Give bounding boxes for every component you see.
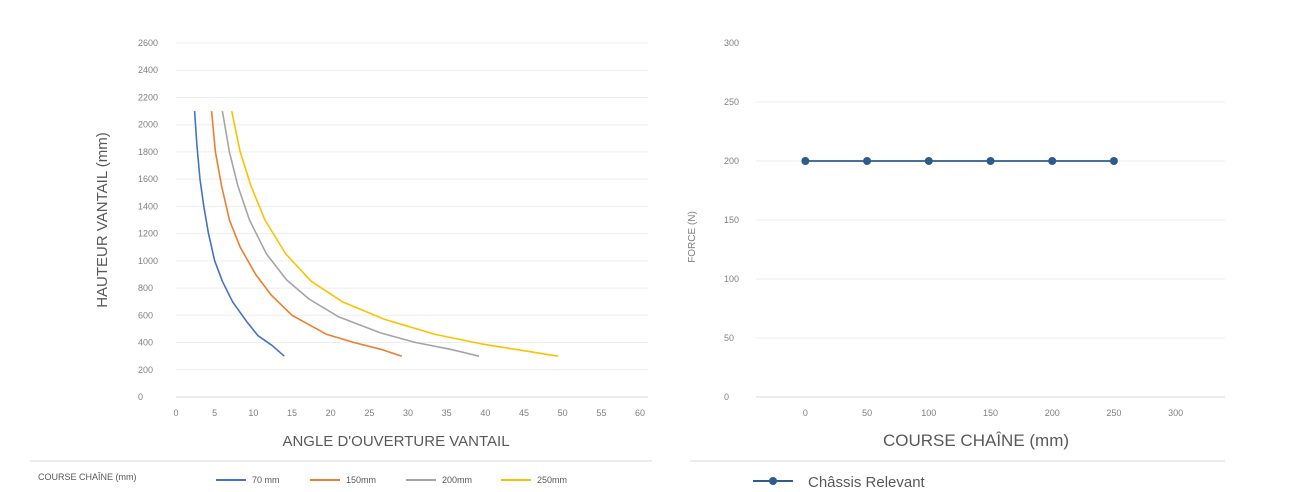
c1-y-tick-label: 0 [138, 392, 143, 402]
c2-y-tick-label: 100 [724, 274, 739, 284]
c2-x-tick-label: 50 [862, 408, 872, 418]
c1-series-line [193, 111, 285, 357]
c1-x-tick-label: 35 [442, 408, 452, 418]
c2-x-axis-title: COURSE CHAÎNE (mm) [883, 431, 1069, 450]
c1-x-tick-labels: 0 5 10 15 20 25 30 35 40 45 50 55 60 [173, 408, 645, 418]
c2-data-point [986, 157, 995, 165]
c2-x-tick-label: 0 [803, 408, 808, 418]
c1-y-tick-label: 1000 [138, 256, 158, 266]
c1-legend-label: 70 mm [252, 475, 280, 485]
c2-x-tick-labels: 0 50 100 150 200 250 300 [803, 408, 1183, 418]
c2-y-tick-label: 150 [724, 215, 739, 225]
c1-y-axis-title: HAUTEUR VANTAIL (mm) [94, 132, 111, 308]
c1-x-tick-label: 60 [635, 408, 645, 418]
c1-y-tick-label: 1800 [138, 147, 158, 157]
c2-y-axis-title: FORCE (N) [687, 211, 698, 263]
c1-y-tick-label: 2200 [138, 92, 158, 102]
c2-x-tick-label: 250 [1106, 408, 1121, 418]
c1-series-line [221, 110, 480, 357]
c1-series-line [230, 110, 559, 357]
c1-y-tick-label: 2400 [138, 65, 158, 75]
c2-data-point [863, 157, 872, 165]
c1-x-tick-label: 15 [287, 408, 297, 418]
c2-x-tick-label: 200 [1045, 408, 1060, 418]
c1-legend-label: 200mm [442, 475, 472, 485]
c1-series-line [210, 111, 403, 357]
chart-force: 0 50 100 150 200 250 300 0 50 100 150 200 250 300 CO… [687, 38, 1225, 491]
c1-y-tick-label: 2600 [138, 38, 158, 48]
c2-legend-label: Châssis Relevant [808, 474, 926, 491]
c2-legend: Châssis Relevant [753, 474, 926, 491]
c2-data-point [1109, 157, 1118, 165]
c1-y-tick-label: 800 [138, 283, 153, 293]
c2-y-tick-label: 0 [724, 392, 729, 402]
c2-y-tick-label: 50 [724, 333, 734, 343]
c1-x-tick-label: 30 [403, 408, 413, 418]
c2-legend-marker [769, 477, 777, 485]
c1-x-tick-label: 10 [248, 408, 258, 418]
c2-x-tick-label: 300 [1168, 408, 1183, 418]
c1-x-tick-label: 40 [480, 408, 490, 418]
c1-legend-label: 150mm [346, 475, 376, 485]
c1-x-tick-label: 50 [558, 408, 568, 418]
c1-x-tick-label: 5 [212, 408, 217, 418]
c2-y-tick-labels: 0 50 100 150 200 250 300 [724, 38, 739, 402]
c1-y-tick-label: 400 [138, 338, 153, 348]
chart-opening-angle: 0200400600800100012001400160018002000220… [30, 38, 652, 485]
c2-y-tick-label: 300 [724, 38, 739, 48]
c1-gridlines [176, 42, 648, 398]
c2-data-point [1048, 157, 1057, 165]
c1-y-tick-label: 2000 [138, 120, 158, 130]
c1-y-tick-label: 1200 [138, 229, 158, 239]
c1-series-lines [193, 110, 559, 357]
c1-y-tick-label: 200 [138, 365, 153, 375]
c1-x-axis-title: ANGLE D'OUVERTURE VANTAIL [282, 433, 509, 450]
c1-x-tick-label: 0 [173, 408, 178, 418]
c1-y-tick-label: 600 [138, 310, 153, 320]
c1-legend: 70 mm 150mm 200mm 250mm [216, 475, 567, 485]
c2-data-point [924, 157, 933, 165]
c1-y-tick-label: 1600 [138, 174, 158, 184]
c2-gridlines [756, 101, 1225, 398]
c2-series-lines [801, 157, 1118, 165]
c1-x-tick-label: 55 [596, 408, 606, 418]
c2-y-tick-label: 250 [724, 97, 739, 107]
c1-legend-title: COURSE CHAÎNE (mm) [38, 472, 137, 482]
c1-y-tick-label: 1400 [138, 201, 158, 211]
c2-x-tick-label: 100 [921, 408, 936, 418]
c2-y-tick-label: 200 [724, 156, 739, 166]
c1-x-tick-label: 25 [364, 408, 374, 418]
c2-data-point [801, 157, 810, 165]
c1-x-tick-label: 45 [519, 408, 529, 418]
c1-y-tick-labels: 0 200 400 600 800 1000 1200 1400 1600 1800 2000 220… [138, 38, 158, 402]
c1-legend-label: 250mm [537, 475, 567, 485]
c1-x-tick-label: 20 [326, 408, 336, 418]
c2-x-tick-label: 150 [983, 408, 998, 418]
